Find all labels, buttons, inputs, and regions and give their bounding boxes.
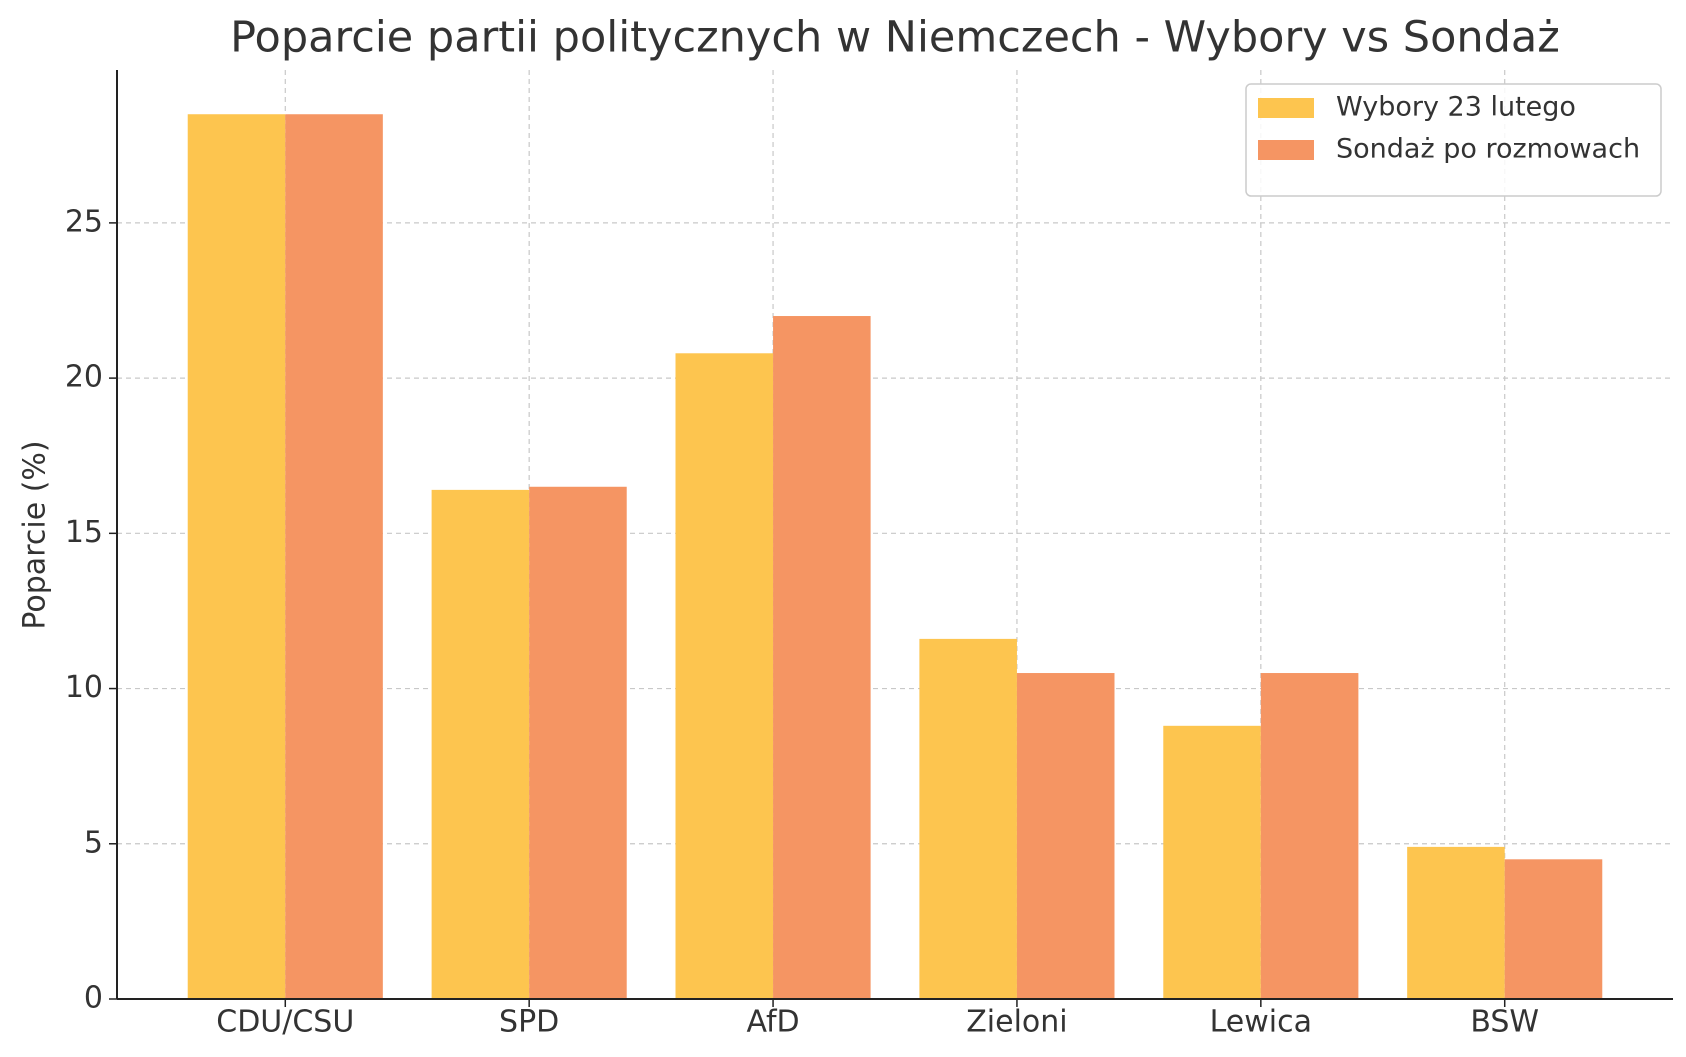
- bar: [773, 316, 871, 1000]
- bar: [529, 486, 627, 999]
- x-tick-label: SPD: [499, 1005, 559, 1040]
- y-tick-label: 5: [84, 825, 103, 860]
- bars: [187, 114, 1603, 1000]
- bar: [285, 114, 383, 999]
- bar: [431, 489, 530, 999]
- legend-label: Wybory 23 lutego: [1336, 92, 1576, 123]
- y-tick-label: 15: [65, 515, 103, 550]
- y-tick-label: 20: [65, 360, 103, 395]
- x-tick-label: Zieloni: [966, 1005, 1067, 1040]
- bar: [1504, 859, 1603, 999]
- bar: [1407, 846, 1505, 999]
- x-tick-label: Lewica: [1210, 1005, 1312, 1040]
- bar: [675, 353, 774, 999]
- bar: [1016, 673, 1115, 999]
- y-tick-label: 0: [84, 981, 103, 1016]
- bar: [919, 638, 1017, 999]
- y-tick-label: 25: [65, 204, 103, 239]
- x-tick-label: CDU/CSU: [216, 1005, 354, 1040]
- legend: Wybory 23 lutego Sondaż po rozmowach: [1245, 83, 1662, 197]
- y-axis-label: Poparcie (%): [18, 440, 53, 629]
- legend-label: Sondaż po rozmowach: [1336, 134, 1640, 165]
- chart-title: Poparcie partii politycznych w Niemczech…: [230, 13, 1560, 63]
- legend-swatch: [1258, 140, 1314, 160]
- y-tick-label: 10: [65, 670, 103, 705]
- x-tick-label: BSW: [1470, 1005, 1539, 1040]
- legend-swatch: [1258, 98, 1314, 118]
- bar: [187, 114, 286, 999]
- x-tick-label: AfD: [746, 1005, 799, 1040]
- bar: [1163, 725, 1261, 999]
- legend-box: [1245, 83, 1662, 197]
- bar: [1260, 673, 1359, 999]
